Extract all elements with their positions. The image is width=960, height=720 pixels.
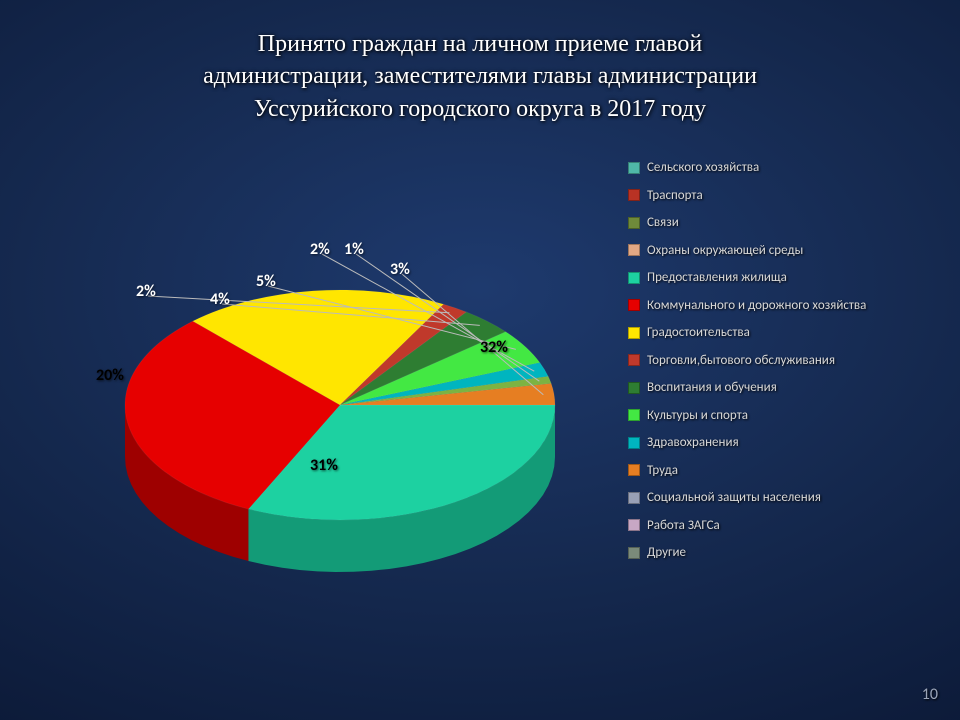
legend-item: Связи: [628, 215, 938, 230]
slice-data-label: 20%: [96, 366, 124, 385]
legend-label: Здравохранения: [647, 435, 739, 450]
legend-swatch: [628, 492, 640, 504]
legend-swatch: [628, 299, 640, 311]
legend-label: Торговли,бытового обслуживания: [647, 353, 835, 368]
title-line-3: Уссурийского городского округа в 2017 го…: [254, 96, 706, 122]
slice-data-label: 32%: [480, 338, 508, 357]
slice-data-label: 1%: [344, 240, 364, 259]
legend-item: Здравохранения: [628, 435, 938, 450]
legend-label: Труда: [647, 463, 678, 478]
legend-swatch: [628, 437, 640, 449]
legend-swatch: [628, 547, 640, 559]
legend-label: Градостоительства: [647, 325, 750, 340]
legend-swatch: [628, 464, 640, 476]
legend-label: Связи: [647, 215, 679, 230]
legend-swatch: [628, 189, 640, 201]
legend-swatch: [628, 217, 640, 229]
legend-item: Социальной защиты населения: [628, 490, 938, 505]
chart-legend: Сельского хозяйства Траспорта Связи Охраны …: [628, 160, 938, 573]
legend-label: Культуры и спорта: [647, 408, 748, 423]
legend-item: Труда: [628, 463, 938, 478]
legend-swatch: [628, 327, 640, 339]
legend-swatch: [628, 272, 640, 284]
legend-swatch: [628, 162, 640, 174]
legend-item: Охраны окружающей среды: [628, 243, 938, 258]
legend-label: Охраны окружающей среды: [647, 243, 803, 258]
legend-label: Траспорта: [647, 188, 703, 203]
legend-item: Траспорта: [628, 188, 938, 203]
legend-item: Торговли,бытового обслуживания: [628, 353, 938, 368]
legend-label: Коммунального и дорожного хозяйства: [647, 298, 866, 313]
slice-data-label: 4%: [210, 290, 230, 309]
legend-item: Сельского хозяйства: [628, 160, 938, 175]
legend-label: Предоставления жилища: [647, 270, 787, 285]
page-number: 10: [922, 685, 938, 704]
slice-data-label: 3%: [390, 260, 410, 279]
slice-data-label: 2%: [136, 282, 156, 301]
legend-swatch: [628, 354, 640, 366]
legend-item: Культуры и спорта: [628, 408, 938, 423]
slice-data-label: 2%: [310, 240, 330, 259]
legend-item: Градостоительства: [628, 325, 938, 340]
title-line-2: администрации, заместителями главы админ…: [203, 63, 757, 89]
legend-label: Работа ЗАГСа: [647, 518, 720, 533]
legend-item: Работа ЗАГСа: [628, 518, 938, 533]
legend-label: Другие: [647, 545, 686, 560]
legend-label: Сельского хозяйства: [647, 160, 759, 175]
pie-chart-3d: 32% 31% 20% 2% 4% 5% 2% 1% 3%: [60, 220, 600, 620]
legend-swatch: [628, 519, 640, 531]
legend-swatch: [628, 409, 640, 421]
legend-label: Социальной защиты населения: [647, 490, 821, 505]
legend-swatch: [628, 244, 640, 256]
legend-item: Другие: [628, 545, 938, 560]
legend-label: Воспитания и обучения: [647, 380, 777, 395]
legend-item: Предоставления жилища: [628, 270, 938, 285]
title-line-1: Принято граждан на личном приеме главой: [258, 31, 702, 57]
legend-item: Воспитания и обучения: [628, 380, 938, 395]
legend-swatch: [628, 382, 640, 394]
slice-data-label: 5%: [256, 272, 276, 291]
legend-item: Коммунального и дорожного хозяйства: [628, 298, 938, 313]
slide-title: Принято граждан на личном приеме главой …: [0, 28, 960, 125]
slice-data-label: 31%: [310, 456, 338, 475]
